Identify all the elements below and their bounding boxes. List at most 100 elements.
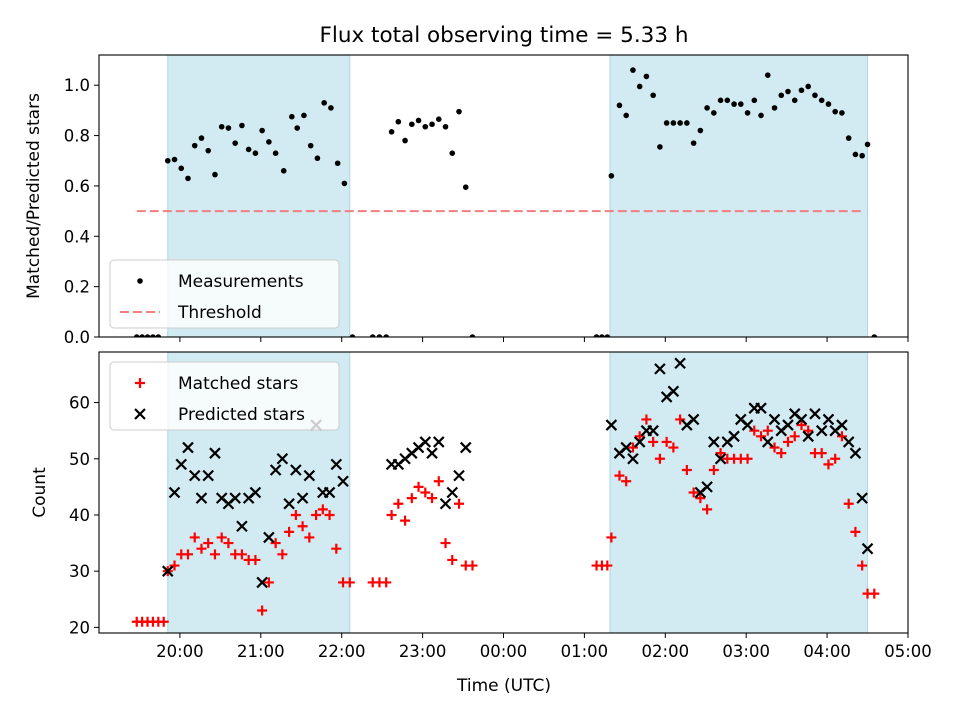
predicted-point — [861, 542, 874, 555]
data-point — [724, 97, 731, 104]
predicted-point — [269, 464, 282, 476]
data-point — [604, 334, 611, 337]
matched-point — [796, 420, 807, 431]
matched-point — [602, 560, 613, 571]
predicted-point — [849, 447, 862, 459]
matched-point — [823, 459, 834, 470]
matched-point — [400, 515, 411, 526]
data-point — [272, 150, 279, 156]
data-point — [212, 171, 218, 178]
matched-point — [304, 532, 315, 543]
predicted-point — [815, 424, 828, 437]
y-tick-label: 0.6 — [64, 177, 90, 196]
predicted-point — [728, 430, 740, 443]
matched-point — [203, 538, 214, 549]
matched-point — [641, 414, 652, 425]
data-point — [294, 125, 301, 131]
y-tick-label: 50 — [69, 450, 90, 469]
matched-point — [311, 509, 322, 520]
data-point — [171, 156, 178, 163]
x-tick-label: 05:00 — [884, 642, 932, 661]
predicted-point — [446, 486, 459, 499]
data-point — [144, 334, 151, 337]
plot-area — [131, 357, 880, 627]
matched-point — [621, 476, 632, 487]
matched-point — [816, 448, 827, 459]
legend: Measurements Threshold — [109, 259, 340, 329]
predicted-point — [627, 453, 639, 465]
legend-box — [109, 259, 340, 329]
matched-point — [648, 436, 659, 447]
series-predicted-stars — [161, 357, 874, 589]
predicted-point — [453, 469, 465, 482]
matched-point — [830, 453, 841, 464]
data-point — [623, 112, 629, 119]
matched-point — [297, 521, 308, 532]
matched-point — [440, 538, 451, 549]
data-point — [349, 334, 356, 337]
matched-point — [236, 549, 247, 560]
matched-point — [386, 509, 397, 520]
data-point — [785, 88, 791, 95]
data-point — [805, 83, 812, 90]
matched-point — [782, 436, 793, 447]
matched-point — [850, 526, 861, 537]
predicted-point — [330, 458, 343, 471]
matched-point — [406, 493, 417, 504]
data-point — [630, 67, 636, 73]
matched-point — [277, 549, 288, 560]
x-tick-label: 20:00 — [156, 642, 204, 661]
data-point — [690, 140, 697, 146]
data-point — [133, 334, 140, 337]
predicted-point — [836, 419, 848, 431]
predicted-point — [175, 458, 188, 471]
matched-point — [324, 509, 335, 520]
matched-point — [290, 509, 301, 520]
data-point — [395, 118, 402, 125]
matched-point — [263, 577, 274, 588]
matched-point — [614, 470, 625, 481]
data-point — [825, 101, 832, 107]
legend-box — [109, 361, 340, 431]
matched-point — [189, 532, 200, 543]
x-tick-label: 02:00 — [642, 642, 690, 661]
predicted-point — [755, 402, 767, 414]
legend: Matched stars Predicted stars — [109, 361, 340, 431]
predicted-point — [714, 453, 727, 465]
predicted-point — [433, 436, 445, 448]
matched-point — [196, 543, 207, 554]
data-point — [191, 142, 198, 149]
predicted-point — [667, 385, 680, 398]
data-point — [259, 127, 265, 134]
matched-point — [715, 448, 726, 459]
y-tick-label: 30 — [69, 562, 90, 581]
data-point — [711, 110, 717, 116]
data-point — [852, 151, 859, 158]
y-tick-label: 1.0 — [64, 76, 90, 95]
matched-point — [447, 554, 458, 565]
matched-point — [857, 560, 868, 571]
legend-marker-plus — [135, 378, 145, 388]
matched-point — [169, 560, 180, 571]
matched-point — [454, 498, 465, 509]
x-axis-label: Time (UTC) — [456, 676, 551, 696]
data-point — [307, 142, 314, 149]
predicted-point — [188, 469, 201, 482]
data-point — [252, 150, 259, 156]
data-point — [341, 180, 348, 187]
series-matched-stars — [131, 414, 880, 627]
predicted-point — [276, 453, 289, 465]
matched-point — [742, 453, 753, 464]
legend-label: Measurements — [178, 272, 304, 292]
data-point — [369, 334, 376, 337]
matched-point — [427, 493, 438, 504]
matched-point — [634, 431, 645, 442]
data-point — [677, 120, 683, 126]
data-point — [139, 334, 145, 337]
y-tick-label: 0.2 — [64, 278, 90, 297]
matched-point — [702, 504, 713, 515]
data-point — [155, 334, 162, 337]
matched-point — [695, 493, 706, 504]
data-point — [409, 121, 415, 128]
